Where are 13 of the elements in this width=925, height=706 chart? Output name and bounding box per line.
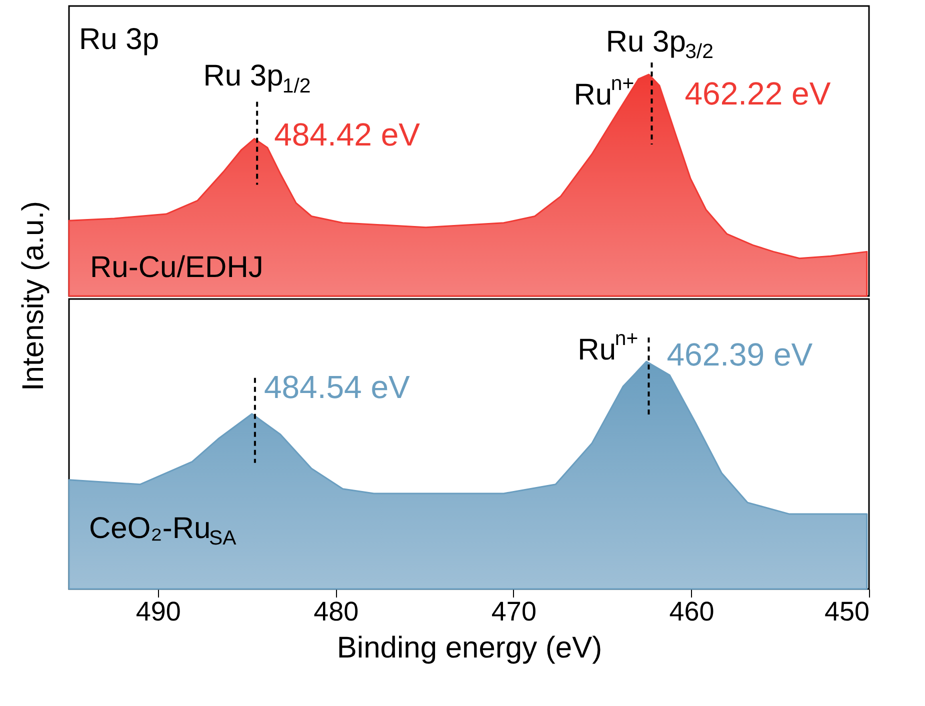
annotation: 484.54 eV <box>264 368 411 405</box>
annotation: 484.42 eV <box>274 116 421 153</box>
annotation: 462.22 eV <box>684 75 832 112</box>
text: Ru 3p <box>79 23 160 56</box>
x-tick-label: 490 <box>136 596 181 626</box>
x-tick-label: 470 <box>491 596 536 626</box>
x-tick-label: 480 <box>314 596 359 626</box>
y-axis-title: Intensity (a.u.) <box>17 200 50 392</box>
x-axis-title: Binding energy (eV) <box>336 632 602 664</box>
annotation: Ru-Cu/EDHJ <box>90 251 264 284</box>
x-tick-label: 450 <box>824 596 870 626</box>
x-tick-label: 460 <box>669 596 714 626</box>
annotation: 462.39 eV <box>666 336 814 373</box>
